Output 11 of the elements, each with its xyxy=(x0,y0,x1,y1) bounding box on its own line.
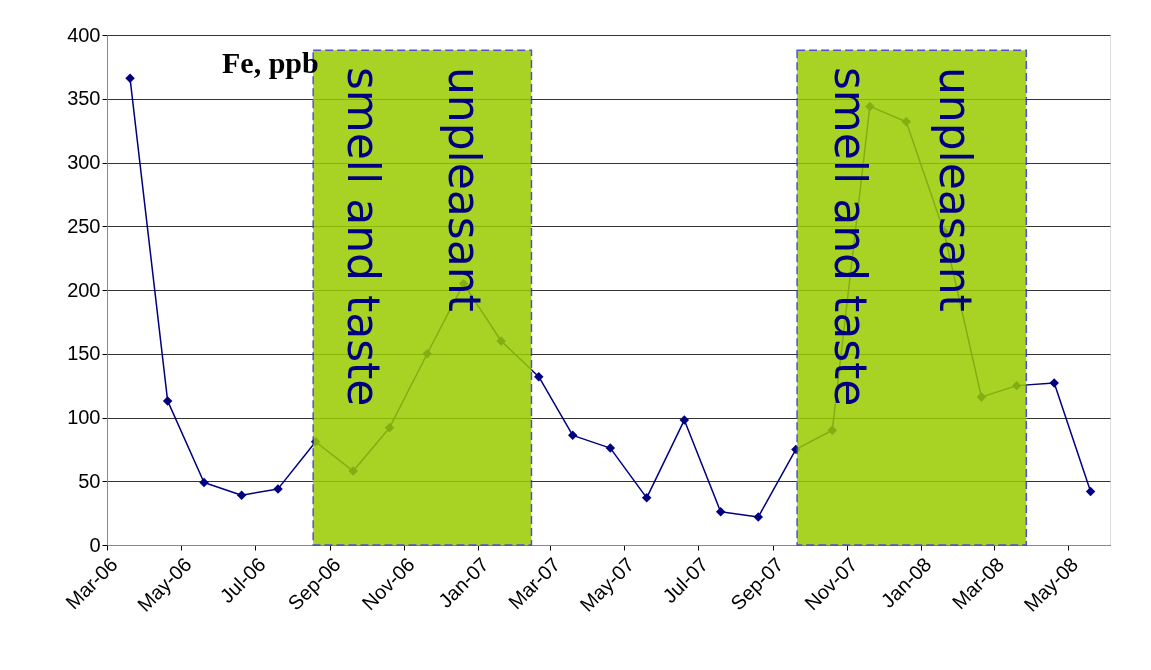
y-tick-label: 300 xyxy=(67,151,101,173)
text: smell and taste unpleasant xyxy=(824,66,981,407)
y-tick-label: 350 xyxy=(67,87,101,110)
y-tick-label: 0 xyxy=(89,533,101,556)
y-tick-label: 100 xyxy=(67,406,101,428)
y-tick-label: 200 xyxy=(67,278,101,301)
y-tick-label: 150 xyxy=(67,342,101,365)
band-label: smell and taste unpleasant xyxy=(338,66,490,407)
y-tick-label: 400 xyxy=(67,23,101,46)
y-tick-label: 250 xyxy=(67,214,101,237)
y-tick-label: 50 xyxy=(78,469,101,492)
